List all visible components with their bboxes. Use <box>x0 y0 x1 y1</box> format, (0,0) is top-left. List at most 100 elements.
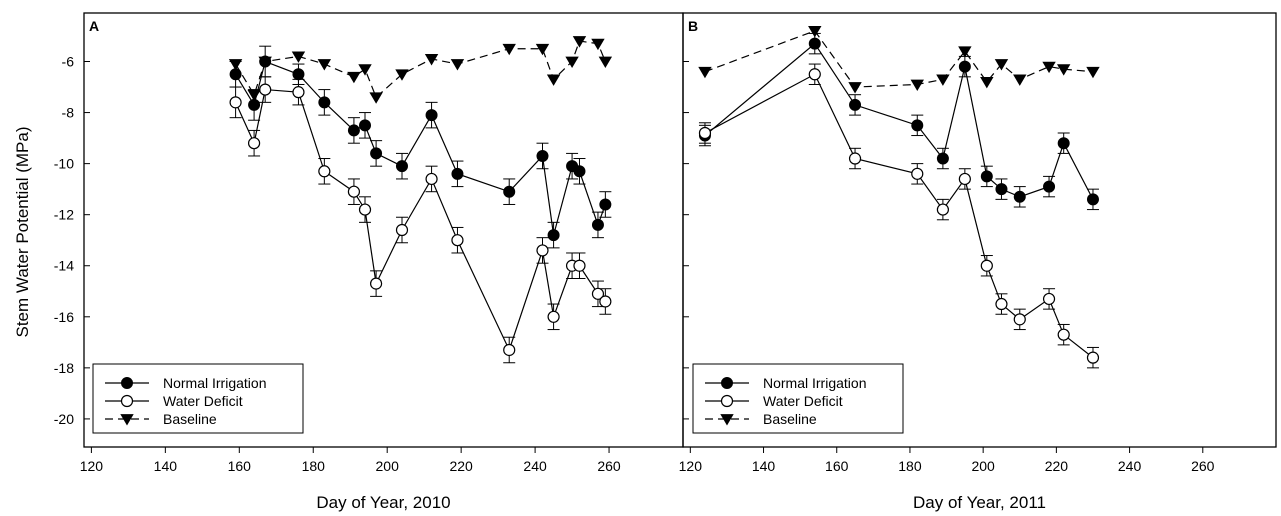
data-point <box>995 183 1008 196</box>
data-point <box>259 83 272 96</box>
data-point <box>958 60 971 73</box>
data-point <box>318 165 331 178</box>
x-tick-label: 240 <box>523 458 547 474</box>
data-point <box>359 119 372 132</box>
data-point <box>502 43 516 56</box>
data-point <box>573 259 586 272</box>
panel-b: 120 140 160 180 200 220 240 260 B Day of Year, 20… <box>679 12 1277 512</box>
legend-label: Baseline <box>763 411 817 427</box>
y-tick-label: -10 <box>54 156 74 172</box>
data-point <box>424 54 439 66</box>
data-point <box>1086 193 1099 206</box>
data-point <box>848 152 862 165</box>
y-tick-label: -8 <box>62 105 75 121</box>
data-point <box>994 59 1009 71</box>
x-tick-label: 160 <box>228 458 252 474</box>
data-point <box>547 229 560 242</box>
y-tick-label: -12 <box>54 207 74 223</box>
x-tick-label: 120 <box>679 458 703 474</box>
y-tick-label: -18 <box>54 360 74 376</box>
x-tick-label: 180 <box>898 458 922 474</box>
x-axis-label: Day of Year, 2010 <box>316 493 450 512</box>
data-point <box>995 297 1008 311</box>
x-tick-label: 180 <box>302 458 326 474</box>
data-point <box>980 170 993 183</box>
data-point <box>1042 61 1056 74</box>
data-point <box>565 56 579 68</box>
data-point <box>958 172 971 186</box>
series-baseline <box>698 25 1100 94</box>
legend-label: Water Deficit <box>763 393 843 409</box>
data-point <box>395 160 408 173</box>
data-point <box>910 79 924 91</box>
legend-label: Normal Irrigation <box>763 375 866 391</box>
data-point <box>599 295 612 308</box>
legend-marker <box>721 377 733 389</box>
x-tick-label: 200 <box>376 458 400 474</box>
series-line <box>235 88 606 352</box>
y-axis-label: Stem Water Potential (MPa) <box>13 127 32 338</box>
data-point <box>358 64 372 76</box>
data-point <box>503 185 516 198</box>
data-point <box>503 343 516 357</box>
series-line <box>704 30 1094 88</box>
data-point <box>347 124 360 137</box>
legend-marker <box>120 394 134 408</box>
data-point <box>591 218 604 231</box>
legend: Normal Irrigation Water Deficit Baseline <box>92 363 304 434</box>
data-point <box>451 234 464 247</box>
data-point <box>572 36 587 48</box>
data-point <box>1057 137 1070 150</box>
data-point <box>370 277 383 290</box>
data-point <box>536 149 549 162</box>
data-point <box>317 59 332 71</box>
data-point <box>1057 328 1070 341</box>
series-normal-irrigation <box>698 32 1099 211</box>
series-line <box>235 40 606 99</box>
data-point <box>1013 313 1026 326</box>
data-point <box>573 165 586 178</box>
data-point <box>1056 64 1071 76</box>
panel-label: A <box>89 18 99 34</box>
data-point <box>258 56 272 68</box>
data-point <box>1013 74 1027 86</box>
series-line <box>704 42 1094 200</box>
y-tick-label: -16 <box>54 309 74 325</box>
series-line <box>235 60 606 236</box>
panel-a: -20 -18 -16 -14 -12 -10 -8 -6 120 140 160 180 200 220… <box>54 12 684 512</box>
series-line <box>704 73 1094 359</box>
data-point <box>395 69 409 81</box>
data-point <box>808 25 822 38</box>
data-point <box>358 203 372 216</box>
series-baseline <box>228 36 613 104</box>
x-tick-label: 260 <box>597 458 621 474</box>
panel-label: B <box>688 18 698 34</box>
data-point <box>547 310 560 323</box>
data-point <box>598 56 613 68</box>
data-point <box>1042 292 1056 306</box>
data-point <box>591 38 605 51</box>
data-point <box>698 126 712 140</box>
data-point <box>958 46 972 58</box>
data-point <box>318 96 331 109</box>
data-point <box>425 172 438 186</box>
data-point <box>425 109 438 122</box>
data-point <box>451 167 464 180</box>
data-point <box>808 37 821 50</box>
x-tick-label: 200 <box>971 458 995 474</box>
data-point <box>698 66 712 79</box>
x-tick-label: 140 <box>154 458 178 474</box>
data-point <box>291 51 306 63</box>
data-point <box>848 82 862 94</box>
x-tick-label: 160 <box>825 458 849 474</box>
data-point <box>292 86 305 99</box>
data-point <box>535 43 550 56</box>
data-point <box>228 59 243 71</box>
data-point <box>911 119 924 132</box>
data-point <box>247 137 261 150</box>
legend-marker <box>720 414 734 426</box>
legend-marker <box>120 414 134 426</box>
series-normal-irrigation <box>229 45 612 249</box>
data-point <box>347 71 361 84</box>
data-point <box>229 96 242 109</box>
